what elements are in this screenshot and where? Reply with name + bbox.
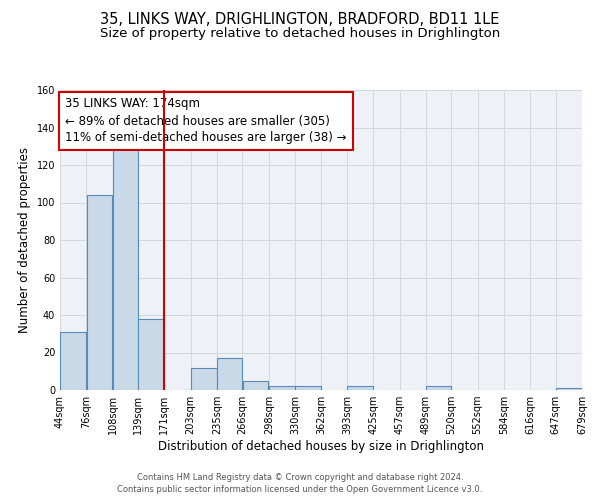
Text: Contains HM Land Registry data © Crown copyright and database right 2024.: Contains HM Land Registry data © Crown c…: [137, 473, 463, 482]
Y-axis label: Number of detached properties: Number of detached properties: [18, 147, 31, 333]
Bar: [347, 386, 373, 390]
Text: 35 LINKS WAY: 174sqm
← 89% of detached houses are smaller (305)
11% of semi-deta: 35 LINKS WAY: 174sqm ← 89% of detached h…: [65, 98, 347, 144]
Text: Contains public sector information licensed under the Open Government Licence v3: Contains public sector information licen…: [118, 486, 482, 494]
Bar: [113, 144, 138, 390]
Bar: [86, 195, 112, 390]
Bar: [61, 332, 86, 390]
Text: Size of property relative to detached houses in Drighlington: Size of property relative to detached ho…: [100, 28, 500, 40]
Bar: [426, 386, 451, 390]
Bar: [139, 319, 164, 390]
Bar: [269, 386, 295, 390]
Bar: [556, 388, 581, 390]
Bar: [243, 380, 268, 390]
Bar: [191, 368, 217, 390]
Text: 35, LINKS WAY, DRIGHLINGTON, BRADFORD, BD11 1LE: 35, LINKS WAY, DRIGHLINGTON, BRADFORD, B…: [100, 12, 500, 28]
X-axis label: Distribution of detached houses by size in Drighlington: Distribution of detached houses by size …: [158, 440, 484, 453]
Bar: [217, 358, 242, 390]
Bar: [295, 386, 321, 390]
